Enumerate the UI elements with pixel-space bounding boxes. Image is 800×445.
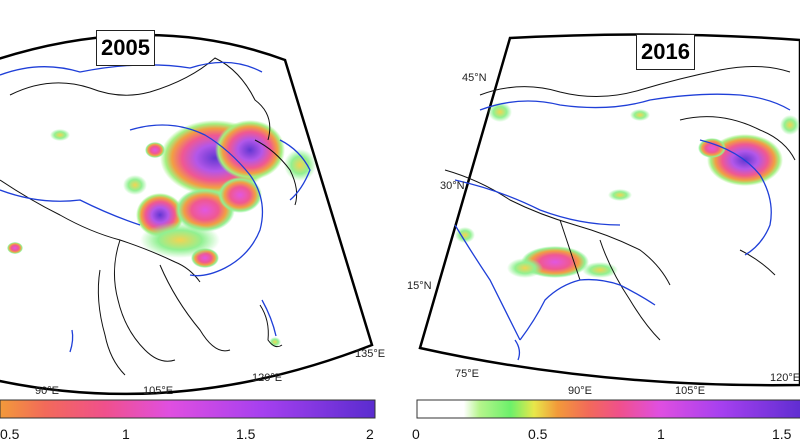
coastline-2016 — [454, 93, 791, 361]
colorbar-2016-tick-1-5: 1.5 — [772, 426, 792, 442]
country-borders-2005 — [0, 57, 298, 376]
lon-label-120e-left: 120°E — [252, 372, 283, 384]
coastline-2005 — [0, 61, 311, 353]
colorbar-2016-tick-0-5: 0.5 — [528, 426, 548, 442]
lon-label-105e-left: 105°E — [143, 385, 174, 397]
colorbar-2005-tick-1-5: 1.5 — [236, 426, 256, 442]
lon-label-90e-left: 90°E — [35, 385, 59, 397]
lon-label-75e-right: 75°E — [455, 368, 479, 380]
colorbar-2016 — [416, 399, 800, 419]
lat-label-30n: 30°N — [440, 180, 465, 192]
map-panel-2005 — [0, 33, 374, 396]
map-panel-2016 — [418, 33, 800, 387]
colorbar-2005-tick-0-5: 0.5 — [0, 426, 20, 442]
map-frame-2016 — [418, 33, 800, 387]
lon-label-135e-left: 135°E — [355, 348, 386, 360]
colorbar-2016-tick-0: 0 — [412, 426, 420, 442]
panel-title-2016: 2016 — [636, 34, 695, 70]
lat-label-15n: 15°N — [407, 280, 432, 292]
colorbar-2005-tick-2: 2 — [366, 426, 374, 442]
colorbar-2016-tick-1: 1 — [657, 426, 665, 442]
no2-field-2005 — [7, 120, 316, 347]
colorbar-2005-tick-1: 1 — [122, 426, 130, 442]
lat-label-45n: 45°N — [462, 72, 487, 84]
lon-label-120e-right: 120°E — [770, 372, 800, 384]
lon-label-105e-right: 105°E — [675, 385, 706, 397]
panel-title-2005: 2005 — [96, 30, 155, 66]
lon-label-90e-right: 90°E — [568, 385, 592, 397]
colorbar-2005 — [0, 399, 376, 419]
country-borders-2016 — [444, 65, 796, 341]
